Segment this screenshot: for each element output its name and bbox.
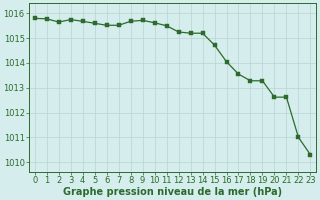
X-axis label: Graphe pression niveau de la mer (hPa): Graphe pression niveau de la mer (hPa) bbox=[63, 187, 282, 197]
